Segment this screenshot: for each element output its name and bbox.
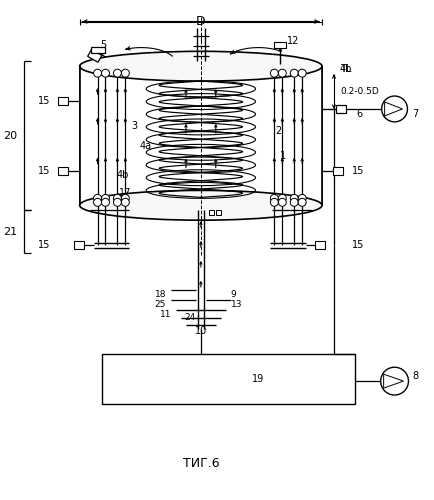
Circle shape	[121, 69, 129, 77]
Text: 24: 24	[184, 313, 195, 322]
Text: 2: 2	[275, 126, 281, 136]
Bar	[215, 210, 220, 215]
Circle shape	[121, 194, 129, 202]
Text: 15: 15	[351, 240, 363, 250]
Text: TL: TL	[339, 64, 351, 74]
Bar	[335, 105, 345, 113]
Circle shape	[278, 69, 286, 77]
Bar	[58, 97, 68, 105]
Text: 9: 9	[230, 290, 236, 299]
Text: 3: 3	[131, 121, 137, 131]
Bar	[79, 66, 321, 205]
Circle shape	[289, 69, 298, 77]
Text: 21: 21	[3, 226, 17, 236]
Bar	[73, 241, 83, 249]
Bar	[314, 241, 324, 249]
Text: 25: 25	[155, 300, 166, 309]
Text: D: D	[196, 15, 205, 28]
Text: ΤИГ.6: ΤИГ.6	[182, 457, 219, 470]
Text: 1: 1	[279, 150, 286, 160]
Text: 13: 13	[230, 300, 242, 309]
Ellipse shape	[79, 190, 321, 220]
Bar	[87, 50, 102, 62]
Bar	[58, 166, 68, 174]
Circle shape	[270, 194, 278, 202]
Bar	[274, 42, 286, 48]
Text: 15: 15	[351, 166, 363, 175]
Circle shape	[101, 194, 109, 202]
Bar	[332, 166, 342, 174]
Circle shape	[93, 194, 101, 202]
Circle shape	[101, 69, 109, 77]
Text: 15: 15	[37, 166, 50, 175]
Circle shape	[93, 69, 101, 77]
Circle shape	[278, 198, 286, 206]
Circle shape	[298, 69, 306, 77]
FancyBboxPatch shape	[90, 48, 104, 54]
Text: 7: 7	[411, 109, 418, 119]
Circle shape	[101, 198, 109, 206]
Text: 4a: 4a	[139, 140, 151, 150]
Text: 8: 8	[411, 371, 418, 381]
Text: 19: 19	[251, 374, 263, 384]
Text: 15: 15	[37, 96, 50, 106]
Text: 4b: 4b	[339, 64, 352, 74]
Circle shape	[289, 194, 298, 202]
Circle shape	[298, 198, 306, 206]
Bar	[101, 354, 354, 404]
Text: 15: 15	[37, 240, 50, 250]
Text: 4b: 4b	[116, 170, 128, 180]
Circle shape	[278, 194, 286, 202]
Text: 18: 18	[154, 290, 166, 299]
Circle shape	[270, 198, 278, 206]
Text: 5: 5	[100, 40, 106, 50]
Text: 11: 11	[159, 310, 171, 319]
Circle shape	[289, 198, 298, 206]
Text: 10: 10	[194, 326, 207, 336]
Circle shape	[380, 367, 408, 395]
Circle shape	[298, 194, 306, 202]
Circle shape	[121, 198, 129, 206]
Text: 12: 12	[286, 36, 299, 46]
Circle shape	[113, 198, 121, 206]
Circle shape	[113, 69, 121, 77]
Circle shape	[381, 96, 407, 122]
Text: 0.2-0.5D: 0.2-0.5D	[339, 87, 378, 96]
Bar	[208, 210, 213, 215]
Circle shape	[93, 198, 101, 206]
Text: 17: 17	[119, 188, 132, 198]
Text: 6: 6	[356, 109, 362, 119]
Text: 20: 20	[3, 131, 17, 141]
Ellipse shape	[79, 52, 321, 81]
Circle shape	[270, 69, 278, 77]
Circle shape	[113, 194, 121, 202]
